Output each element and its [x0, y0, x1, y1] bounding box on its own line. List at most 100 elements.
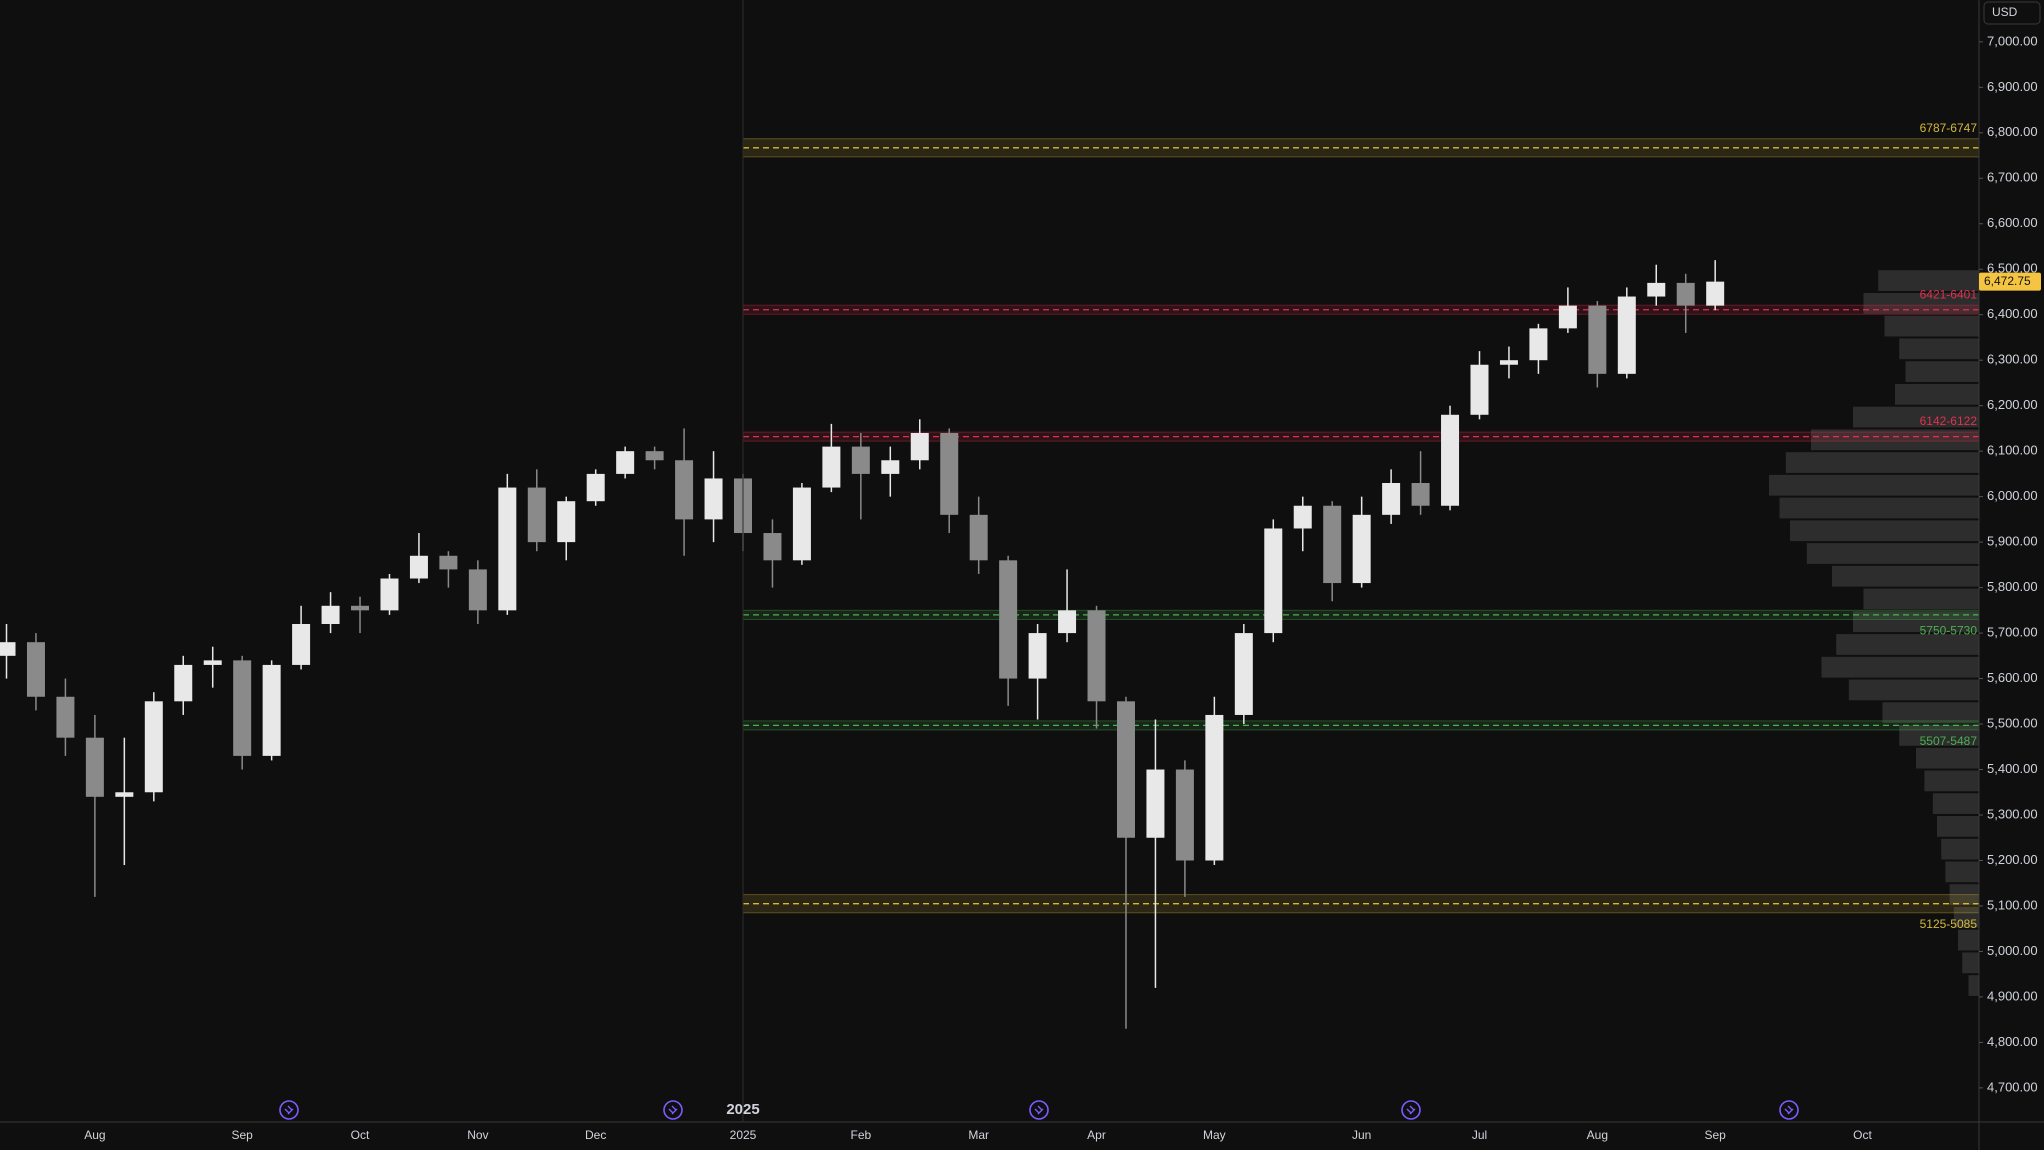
candle-body — [233, 660, 252, 756]
y-tick-label: 5,700.00 — [1987, 625, 2038, 640]
event-icon[interactable] — [1029, 1100, 1049, 1120]
x-tick-label: Jul — [1472, 1128, 1487, 1142]
currency-box[interactable] — [1983, 1, 2041, 25]
y-tick-label: 6,700.00 — [1987, 170, 2038, 185]
volume-profile-bar — [1878, 270, 1979, 291]
y-tick-label: 5,100.00 — [1987, 897, 2038, 912]
x-tick-label: Nov — [467, 1128, 488, 1142]
candle-body — [1323, 505, 1342, 584]
candle-body — [1706, 281, 1725, 306]
y-tick-label: 6,200.00 — [1987, 397, 2038, 412]
candle-body — [1175, 769, 1194, 861]
zone-label: 6421-6401 — [1920, 287, 1978, 301]
currency-label: USD — [1992, 5, 2018, 19]
candle-body — [1588, 305, 1607, 374]
candle-body — [468, 569, 487, 611]
volume-profile-bar — [1806, 543, 1979, 564]
event-icon[interactable] — [1401, 1100, 1421, 1120]
event-icon[interactable] — [279, 1100, 299, 1120]
candle-body — [1647, 282, 1666, 297]
candle-body — [1087, 610, 1106, 702]
event-icon[interactable] — [1779, 1100, 1799, 1120]
candle-body — [262, 664, 281, 756]
price-axis: 4,700.00 4,800.00 4,900.00 5,000.00 5,100.00… — [1979, 33, 2038, 1094]
candle-body — [527, 487, 546, 543]
y-tick-label: 5,300.00 — [1987, 806, 2038, 821]
candle-body — [1676, 282, 1695, 306]
volume-profile-bar — [1853, 406, 1979, 428]
candle-body — [203, 660, 222, 665]
candle-body — [1293, 505, 1312, 529]
candle-body — [1441, 414, 1460, 506]
time-axis: Aug Sep Oct Nov Dec 2025 Feb Mar Apr May Jun Jul Aug… — [84, 1101, 1872, 1142]
last-price-tag — [1979, 272, 2041, 291]
y-tick-label: 6,300.00 — [1987, 352, 2038, 367]
candle-body — [351, 605, 370, 611]
y-tick-label: 6,800.00 — [1987, 124, 2038, 139]
candle-body — [115, 792, 134, 797]
event-icons — [279, 1100, 1799, 1120]
volume-profile-bar — [1790, 520, 1979, 542]
zone-label: 5750-5730 — [1920, 624, 1978, 638]
x-tick-label: Dec — [585, 1128, 606, 1142]
y-tick-label: 4,700.00 — [1987, 1079, 2038, 1094]
candle-body — [940, 432, 959, 515]
x-tick-label: May — [1203, 1128, 1226, 1142]
y-tick-label: 5,500.00 — [1987, 715, 2038, 730]
candle-body — [969, 514, 988, 561]
x-tick-label: Oct — [351, 1128, 370, 1142]
candle-body — [174, 664, 193, 702]
volume-profile-bar — [1853, 611, 1979, 633]
candle-body — [881, 460, 900, 474]
y-tick-label: 5,900.00 — [1987, 534, 2038, 549]
candle-body — [999, 560, 1018, 679]
candle-body — [1264, 528, 1283, 634]
volume-profile-bar — [1882, 702, 1979, 724]
candle-body — [1234, 633, 1253, 715]
zone-label: 6787-6747 — [1920, 121, 1978, 135]
volume-profile-bar — [1941, 838, 1979, 860]
volume-profile — [1769, 270, 1979, 996]
event-icon[interactable] — [663, 1100, 683, 1120]
candles — [0, 260, 1725, 1029]
candle-body — [144, 701, 163, 793]
volume-profile-bar — [1848, 679, 1979, 701]
volume-profile-bar — [1905, 361, 1979, 382]
candle-body — [439, 555, 458, 570]
volume-profile-bar — [1924, 770, 1979, 792]
x-tick-label: Aug — [84, 1128, 105, 1142]
candle-body — [792, 487, 811, 561]
y-tick-label: 5,400.00 — [1987, 761, 2038, 776]
candle-body — [616, 451, 635, 474]
zones: 6787-6747 6421-6401 6142-6122 5750-5730 5507… — [742, 121, 1980, 931]
volume-profile-bar — [1916, 747, 1979, 769]
candle-body — [851, 446, 870, 474]
volume-profile-bar — [1863, 588, 1979, 610]
volume-profile-bar — [1949, 884, 1979, 905]
candle-body — [645, 451, 664, 461]
volume-profile-bar — [1962, 952, 1979, 974]
zone-label: 6142-6122 — [1920, 414, 1978, 428]
x-tick-label: Sep — [1705, 1128, 1727, 1142]
volume-profile-bar — [1953, 906, 1979, 928]
candle-body — [704, 478, 723, 520]
volume-profile-bar — [1836, 634, 1979, 655]
volume-profile-bar — [1863, 292, 1979, 314]
y-tick-label: 4,800.00 — [1987, 1034, 2038, 1049]
volume-profile-bar — [1899, 338, 1979, 360]
candle-body — [409, 555, 428, 579]
candle-body — [675, 460, 694, 520]
candle-body — [763, 533, 782, 561]
candle-body — [1352, 514, 1371, 584]
volume-profile-bar — [1968, 975, 1979, 996]
x-tick-label: Apr — [1087, 1128, 1106, 1142]
y-tick-label: 6,900.00 — [1987, 79, 2038, 94]
candle-body — [321, 605, 340, 624]
y-tick-label: 4,900.00 — [1987, 988, 2038, 1003]
candle-body — [292, 623, 311, 665]
volume-profile-bar — [1785, 452, 1979, 473]
candle-body — [910, 432, 929, 461]
x-tick-label: Oct — [1853, 1128, 1872, 1142]
candle-body — [1146, 769, 1165, 838]
